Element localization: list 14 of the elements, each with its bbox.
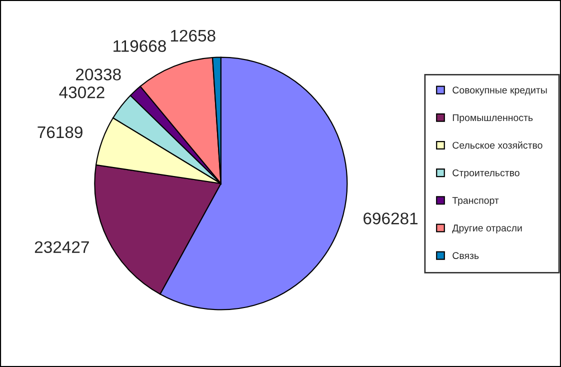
legend-label: Связь: [452, 252, 479, 260]
legend-label: Промышленность: [452, 114, 533, 124]
data-label: 119668: [114, 40, 166, 52]
data-label: 696281: [364, 212, 418, 224]
data-label: 20338: [76, 68, 121, 80]
legend-label: Строительство: [452, 169, 520, 178]
legend-label: Транспорт: [452, 197, 499, 206]
data-label: 43022: [59, 86, 104, 98]
data-label: 232427: [34, 241, 89, 254]
data-label: 76189: [38, 126, 82, 138]
data-label: 12658: [170, 30, 216, 42]
legend-label: Сельское хозяйство: [452, 141, 542, 149]
legend-label: Совокупные кредиты: [452, 86, 547, 96]
legend-label: Другие отрасли: [452, 224, 522, 234]
